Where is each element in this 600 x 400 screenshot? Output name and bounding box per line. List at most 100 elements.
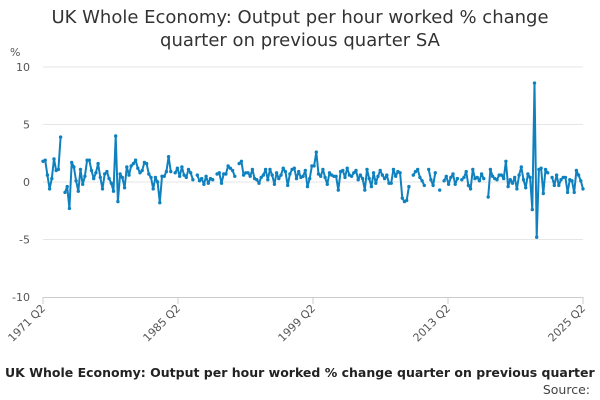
axes [42,297,584,304]
data-point [158,201,162,205]
data-point [259,175,263,180]
data-point [499,173,504,177]
data-point [257,181,261,185]
data-point [405,198,409,203]
data-point [312,164,316,168]
data-point [550,175,554,180]
data-point [96,161,100,166]
data-point [237,161,241,166]
data-point [246,171,250,175]
data-point [78,167,83,172]
data-point [136,166,140,170]
data-point [510,181,515,185]
data-point [532,81,537,85]
data-point [539,166,543,170]
data-point [354,168,358,173]
y-tick-label: 5 [23,119,30,132]
tick-labels: 10 5 0 -5 -10% 1971 Q2 1985 Q2 1999 Q2 2013 Q2 20… [6,46,589,344]
data-point [217,171,221,175]
data-point [175,166,180,170]
data-point [502,176,506,181]
data-point [382,176,387,181]
data-point [100,187,105,191]
data-point [352,171,356,175]
data-point [67,206,72,211]
data-point [464,169,468,174]
data-point [81,182,85,186]
series-line-segment [427,169,437,187]
data-point [127,173,131,177]
data-point [228,166,232,170]
data-point [400,196,404,200]
data-point [206,181,210,185]
data-point [398,171,402,175]
data-point [581,187,585,191]
data-point [133,158,138,162]
data-point [303,168,307,173]
data-point [87,158,92,162]
data-point [219,181,224,185]
x-tick-label: 1985 Q2 [141,302,184,345]
data-point [444,174,448,178]
data-point [380,173,385,177]
data-point [63,190,67,195]
data-point [528,175,532,180]
data-point [166,155,171,159]
data-point [420,179,424,183]
data-point [374,181,378,185]
data-point [363,188,367,192]
data-point [70,160,74,165]
data-point [92,176,96,181]
data-point [360,176,365,181]
chart-title-line-1: UK Whole Economy: Output per hour worked… [51,7,549,28]
data-point [266,178,270,182]
data-point [460,178,464,182]
data-point [155,180,160,184]
data-point [314,150,318,154]
data-point [543,167,548,172]
data-point [47,187,52,191]
data-point [178,174,182,178]
data-point [274,171,279,175]
data-point [122,186,127,190]
data-point [416,167,420,172]
data-point [365,167,369,172]
data-point [233,174,237,178]
data-point [116,199,120,204]
data-point [131,161,136,166]
data-point [559,178,563,182]
data-point [451,172,455,176]
data-point [376,174,380,178]
data-point [125,165,129,169]
data-point [286,183,290,188]
data-point [519,165,523,169]
data-point [277,176,281,181]
data-point [418,175,422,180]
data-point [336,188,340,192]
data-point [449,175,453,180]
data-point [281,166,285,170]
data-point [477,179,482,183]
data-point [292,166,296,170]
data-point [358,173,363,177]
data-point [180,165,184,169]
data-point [288,172,292,176]
data-point [169,169,173,174]
data-point [50,176,54,181]
data-point [195,173,199,177]
data-point [105,169,109,174]
data-point [369,184,374,189]
data-point [367,176,371,181]
data-point [323,175,327,180]
data-point [138,171,142,175]
data-point [56,167,61,172]
data-point [230,168,235,173]
data-point [552,183,556,188]
data-point [283,169,288,174]
x-tick-label: 2013 Q2 [411,302,454,345]
data-point [270,173,274,177]
data-point [466,183,471,188]
data-point [202,182,206,186]
data-point [442,179,446,183]
data-point [371,171,376,175]
